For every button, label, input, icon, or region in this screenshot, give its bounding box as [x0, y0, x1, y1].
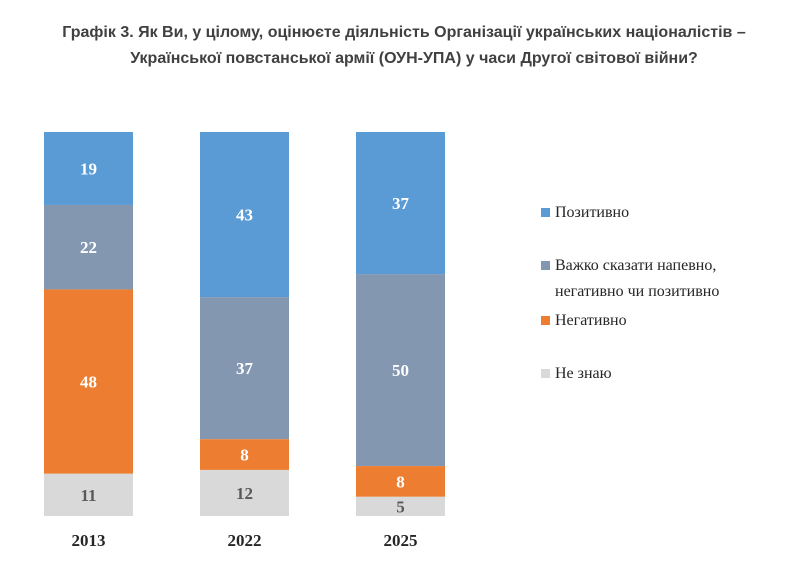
bar-segment-2022-1: [200, 297, 289, 440]
x-tick-label-2022: 2022: [228, 531, 262, 550]
bar-segment-2025-3: [356, 496, 445, 516]
data-label-2025-2: 8: [396, 472, 405, 491]
data-label-2013-3: 11: [80, 486, 96, 505]
bar-segment-2022-0: [200, 132, 289, 298]
legend-swatch-3: [541, 369, 550, 378]
x-tick-label-2025: 2025: [384, 531, 418, 550]
data-label-2022-1: 37: [236, 359, 254, 378]
legend-label-1-line-1: негативно чи позитивно: [555, 283, 719, 300]
bar-segment-2013-3: [44, 473, 133, 516]
data-label-2013-1: 22: [80, 238, 97, 257]
data-label-2022-0: 43: [236, 206, 253, 225]
data-label-2013-0: 19: [80, 159, 97, 178]
bar-segment-2013-1: [44, 204, 133, 290]
x-tick-label-2013: 2013: [72, 531, 106, 550]
chart-title-line-2: Української повстанської армії (ОУН-УПА)…: [130, 50, 698, 67]
data-label-2013-2: 48: [80, 373, 97, 392]
legend-label-3: Не знаю: [555, 365, 612, 382]
bar-segment-2025-0: [356, 132, 445, 275]
legend-label-2: Негативно: [555, 312, 627, 329]
data-label-2025-1: 50: [392, 361, 409, 380]
legend-label-0: Позитивно: [555, 204, 629, 221]
bar-segment-2013-0: [44, 132, 133, 205]
bar-segment-2022-2: [200, 439, 289, 470]
data-label-2025-0: 37: [392, 194, 410, 213]
chart-title-line-1: Графік 3. Як Ви, у цілому, оцінюєте діял…: [62, 24, 746, 41]
data-label-2022-2: 8: [240, 446, 249, 465]
bar-segment-2025-2: [356, 466, 445, 497]
bar-segment-2022-3: [200, 469, 289, 516]
bar-segment-2013-2: [44, 289, 133, 474]
chart-title: Графік 3. Як Ви, у цілому, оцінюєте діял…: [0, 20, 808, 72]
legend-label-1-line-0: Важко сказати напевно,: [555, 257, 716, 274]
bar-segment-2025-1: [356, 274, 445, 467]
data-label-2025-3: 5: [396, 497, 405, 516]
legend-swatch-0: [541, 208, 550, 217]
legend-swatch-2: [541, 316, 550, 325]
legend-swatch-1: [541, 261, 550, 270]
data-label-2022-3: 12: [236, 484, 253, 503]
